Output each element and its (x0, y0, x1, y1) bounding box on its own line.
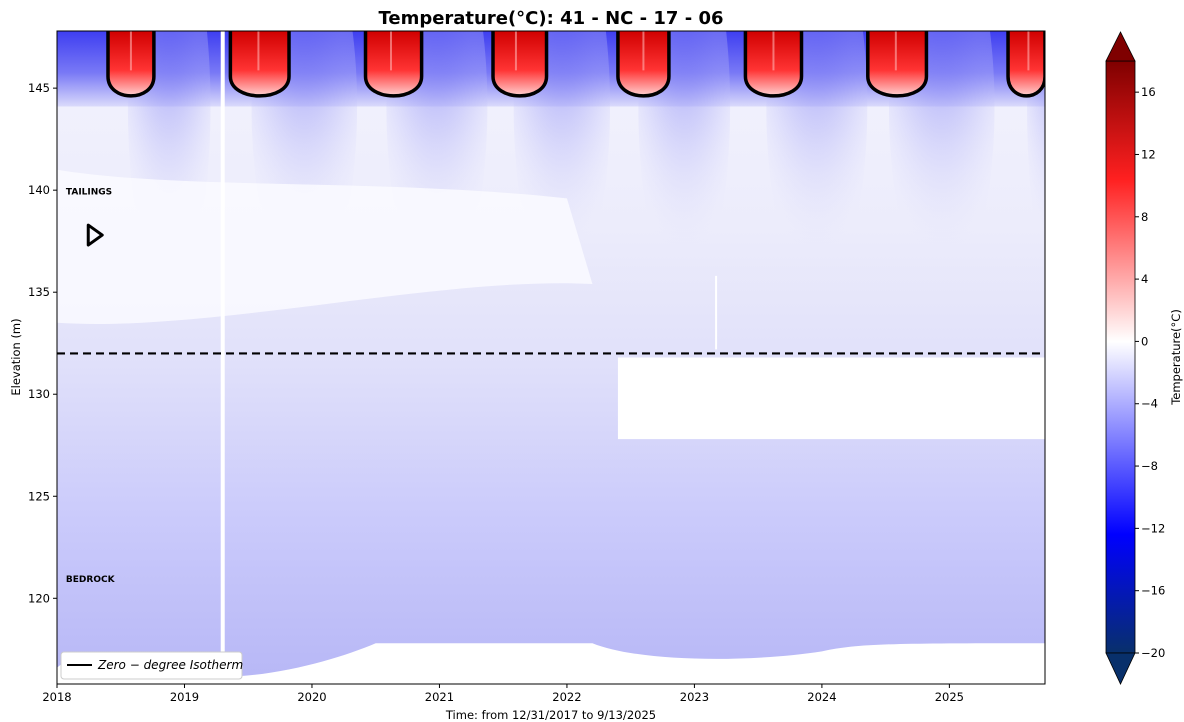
colorbar: 16 12 8 4 0 −4 −8 −12 −16 −20 Temperature(°C) (1105, 31, 1183, 685)
cold-plume-6 (888, 31, 995, 292)
colorbar-tick-label-4: 4 (1141, 272, 1148, 286)
heatmap-layers (57, 31, 1045, 684)
colorbar-ramp (1105, 60, 1136, 654)
zero-degree-isotherm-3 (491, 31, 549, 98)
zero-degree-isotherm-5 (743, 31, 804, 98)
chart-title: Temperature(°C): 41 - NC - 17 - 06 (378, 8, 723, 29)
colorbar-tick-label-12: 12 (1141, 147, 1156, 161)
y-tick-label-135: 135 (28, 285, 50, 299)
x-tick-label-2024: 2024 (807, 690, 836, 704)
zero-degree-isotherm-1 (228, 31, 291, 98)
layer-label-bedrock: BEDROCK (66, 575, 116, 585)
x-tick-label-2023: 2023 (680, 690, 709, 704)
colorbar-tick-label-8: 8 (1141, 210, 1148, 224)
thaw-region-1 (230, 31, 290, 96)
x-tick-label-2025: 2025 (935, 690, 964, 704)
colorbar-ticks: 16 12 8 4 0 −4 −8 −12 −16 −20 (1135, 85, 1165, 660)
y-tick-label-130: 130 (28, 387, 50, 401)
x-tick-label-2020: 2020 (297, 690, 326, 704)
x-tick-label-2022: 2022 (552, 690, 581, 704)
legend: Zero − degree Isotherm (60, 651, 243, 680)
legend-label: Zero − degree Isotherm (97, 658, 243, 672)
zero-degree-isotherm-2 (363, 31, 424, 98)
colorbar-tick-label-0: 0 (1141, 334, 1148, 348)
cold-plume-5 (766, 31, 868, 292)
zero-degree-isotherm-0 (106, 31, 156, 98)
thaw-region-6 (867, 31, 927, 96)
colorbar-tick-label--16: −16 (1141, 584, 1165, 598)
legend-box (60, 651, 243, 680)
colorbar-extend-max (1105, 31, 1136, 62)
x-axis-label: Time: from 12/31/2017 to 9/13/2025 (445, 708, 656, 722)
colorbar-tick-label--4: −4 (1141, 397, 1158, 411)
y-tick-label-125: 125 (28, 489, 50, 503)
y-tick-label-145: 145 (28, 81, 50, 95)
isotherm-closed-loop (86, 223, 104, 247)
colorbar-extend-min (1105, 652, 1136, 685)
y-axis-label: Elevation (m) (9, 318, 23, 395)
cold-plume-4 (638, 31, 731, 292)
plot-area (57, 31, 1045, 684)
colorbar-tick-label--12: −12 (1141, 521, 1165, 535)
colorbar-tick-label-16: 16 (1141, 85, 1156, 99)
layer-label-tailings: TAILINGS (66, 187, 112, 197)
colorbar-tick-label--8: −8 (1141, 459, 1158, 473)
zero-degree-isotherm-4 (616, 31, 671, 98)
thaw-region-2 (365, 31, 422, 96)
layer-annotations: TAILINGS BEDROCK (66, 187, 116, 585)
x-tick-label-2019: 2019 (170, 690, 199, 704)
y-tick-label-120: 120 (28, 591, 50, 605)
warm-tailings-zone (57, 169, 593, 325)
y-tick-label-140: 140 (28, 183, 50, 197)
colorbar-tick-label--20: −20 (1141, 646, 1165, 660)
thaw-region-3 (492, 31, 547, 96)
x-axis: 2018 2019 2020 2021 2022 2023 2024 2025 (42, 684, 964, 704)
y-axis: 120 125 130 135 140 145 (28, 81, 57, 605)
colorbar-label: Temperature(°C) (1169, 309, 1183, 406)
missing-data-block-0 (617, 357, 1045, 440)
bedrock-no-data-region (57, 643, 1045, 684)
x-tick-label-2018: 2018 (42, 690, 71, 704)
zero-degree-isotherm-6 (866, 31, 929, 98)
plot-frame (56, 30, 1046, 685)
x-tick-label-2021: 2021 (425, 690, 454, 704)
thaw-region-7 (1008, 31, 1045, 96)
